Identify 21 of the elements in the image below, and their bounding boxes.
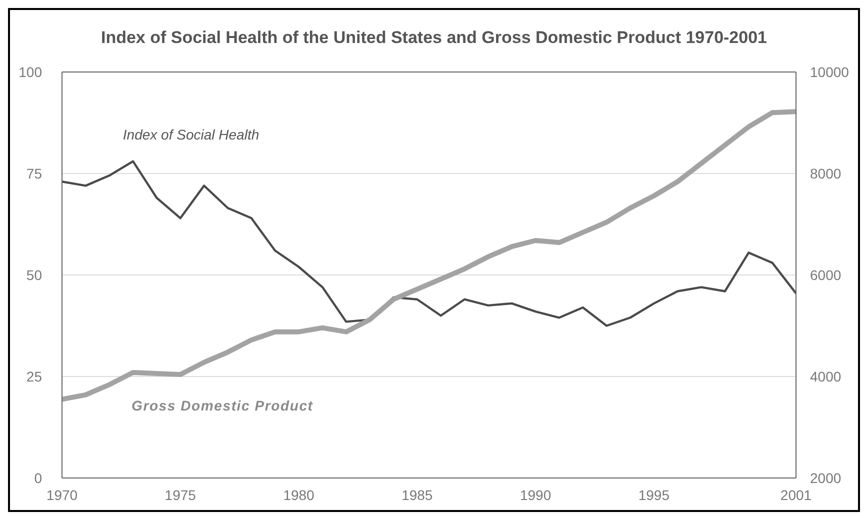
- x-tick-label: 1970: [46, 486, 78, 503]
- x-tick-label: 1995: [638, 486, 670, 503]
- y-tick-label: 50: [26, 266, 42, 283]
- y2-tick-label: 10000: [810, 64, 850, 80]
- y-tick-label: 75: [26, 165, 42, 182]
- y-tick-label: 25: [26, 368, 42, 384]
- x-tick-label: 1985: [402, 486, 433, 503]
- series-label: Gross Domestic Product: [132, 397, 314, 414]
- x-tick-label: 1980: [283, 486, 315, 503]
- x-tick-label: 2001: [780, 486, 812, 503]
- line-series: [62, 160, 796, 327]
- x-tick-label: 1975: [164, 486, 196, 503]
- y2-tick-label: 6000: [810, 266, 842, 283]
- y2-tick-label: 4000: [810, 368, 842, 384]
- y2-tick-label: 2000: [810, 470, 842, 486]
- y-tick-label: 100: [18, 64, 42, 80]
- y2-tick-label: 8000: [810, 165, 842, 182]
- x-tick-label: 1990: [520, 486, 552, 503]
- chart-title: Index of Social Health of the United States and Gross Domestic Product 1970-2001: [100, 28, 768, 48]
- y-tick-label: 0: [34, 470, 42, 486]
- series-label: Index of Social Health: [122, 126, 260, 142]
